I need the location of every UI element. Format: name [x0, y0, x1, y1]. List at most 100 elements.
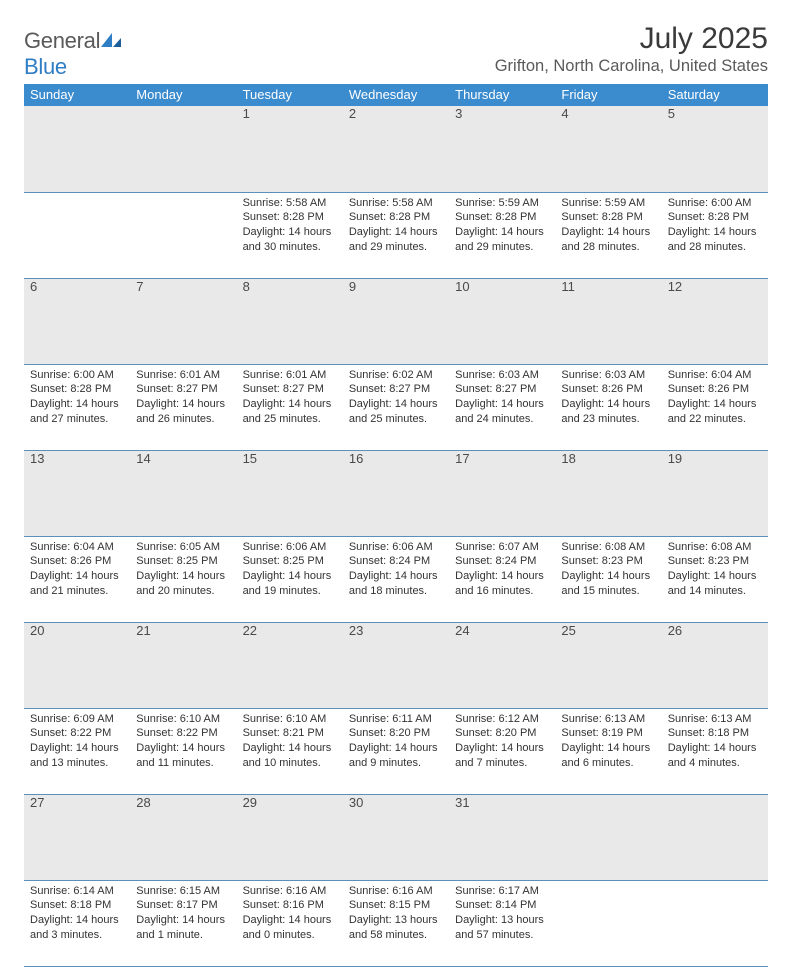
- day-detail-text: Sunrise: 6:00 AMSunset: 8:28 PMDaylight:…: [30, 365, 124, 427]
- day-detail-text: Sunrise: 6:16 AMSunset: 8:16 PMDaylight:…: [243, 881, 337, 943]
- day-cell: Sunrise: 6:06 AMSunset: 8:25 PMDaylight:…: [237, 536, 343, 622]
- day-number-cell: 3: [449, 106, 555, 192]
- day-number-cell: 5: [662, 106, 768, 192]
- day-number-cell: 21: [130, 622, 236, 708]
- day-number-cell: 6: [24, 278, 130, 364]
- day-number-row: 12345: [24, 106, 768, 192]
- brand-logo: GeneralBlue: [24, 22, 122, 80]
- day-detail-text: Sunrise: 6:11 AMSunset: 8:20 PMDaylight:…: [349, 709, 443, 771]
- day-cell: Sunrise: 5:58 AMSunset: 8:28 PMDaylight:…: [237, 192, 343, 278]
- day-number-cell: 17: [449, 450, 555, 536]
- day-number-cell: 19: [662, 450, 768, 536]
- day-cell: Sunrise: 6:10 AMSunset: 8:21 PMDaylight:…: [237, 708, 343, 794]
- col-thursday: Thursday: [449, 84, 555, 106]
- day-detail-text: Sunrise: 6:04 AMSunset: 8:26 PMDaylight:…: [668, 365, 762, 427]
- day-number-cell: 15: [237, 450, 343, 536]
- day-cell: Sunrise: 5:59 AMSunset: 8:28 PMDaylight:…: [449, 192, 555, 278]
- day-data-row: Sunrise: 6:04 AMSunset: 8:26 PMDaylight:…: [24, 536, 768, 622]
- day-detail-text: Sunrise: 6:02 AMSunset: 8:27 PMDaylight:…: [349, 365, 443, 427]
- day-detail-text: Sunrise: 6:03 AMSunset: 8:27 PMDaylight:…: [455, 365, 549, 427]
- day-number-row: 2728293031: [24, 794, 768, 880]
- col-tuesday: Tuesday: [237, 84, 343, 106]
- day-number-cell: 30: [343, 794, 449, 880]
- day-detail-text: Sunrise: 6:04 AMSunset: 8:26 PMDaylight:…: [30, 537, 124, 599]
- day-detail-text: Sunrise: 6:06 AMSunset: 8:24 PMDaylight:…: [349, 537, 443, 599]
- day-detail-text: Sunrise: 6:05 AMSunset: 8:25 PMDaylight:…: [136, 537, 230, 599]
- day-cell: Sunrise: 5:58 AMSunset: 8:28 PMDaylight:…: [343, 192, 449, 278]
- day-number-cell: 31: [449, 794, 555, 880]
- day-number-cell: 12: [662, 278, 768, 364]
- day-cell: Sunrise: 6:02 AMSunset: 8:27 PMDaylight:…: [343, 364, 449, 450]
- col-saturday: Saturday: [662, 84, 768, 106]
- day-detail-text: Sunrise: 6:00 AMSunset: 8:28 PMDaylight:…: [668, 193, 762, 255]
- day-cell: [24, 192, 130, 278]
- day-detail-text: Sunrise: 6:13 AMSunset: 8:19 PMDaylight:…: [561, 709, 655, 771]
- day-number-cell: 10: [449, 278, 555, 364]
- brand-part2: Blue: [24, 54, 67, 79]
- day-number-cell: 20: [24, 622, 130, 708]
- day-cell: Sunrise: 6:05 AMSunset: 8:25 PMDaylight:…: [130, 536, 236, 622]
- day-number-cell: 13: [24, 450, 130, 536]
- day-data-row: Sunrise: 6:00 AMSunset: 8:28 PMDaylight:…: [24, 364, 768, 450]
- day-detail-text: Sunrise: 6:09 AMSunset: 8:22 PMDaylight:…: [30, 709, 124, 771]
- day-number-row: 6789101112: [24, 278, 768, 364]
- day-detail-text: Sunrise: 6:01 AMSunset: 8:27 PMDaylight:…: [136, 365, 230, 427]
- brand-text: GeneralBlue: [24, 28, 122, 80]
- col-wednesday: Wednesday: [343, 84, 449, 106]
- day-cell: Sunrise: 6:11 AMSunset: 8:20 PMDaylight:…: [343, 708, 449, 794]
- day-detail-text: Sunrise: 6:10 AMSunset: 8:22 PMDaylight:…: [136, 709, 230, 771]
- day-cell: Sunrise: 6:00 AMSunset: 8:28 PMDaylight:…: [662, 192, 768, 278]
- day-data-row: Sunrise: 6:09 AMSunset: 8:22 PMDaylight:…: [24, 708, 768, 794]
- day-cell: Sunrise: 6:13 AMSunset: 8:19 PMDaylight:…: [555, 708, 661, 794]
- day-detail-text: Sunrise: 5:59 AMSunset: 8:28 PMDaylight:…: [455, 193, 549, 255]
- day-detail-text: Sunrise: 6:03 AMSunset: 8:26 PMDaylight:…: [561, 365, 655, 427]
- day-data-row: Sunrise: 6:14 AMSunset: 8:18 PMDaylight:…: [24, 880, 768, 966]
- day-number-cell: 28: [130, 794, 236, 880]
- day-number-cell: 9: [343, 278, 449, 364]
- day-detail-text: Sunrise: 6:10 AMSunset: 8:21 PMDaylight:…: [243, 709, 337, 771]
- day-number-cell: 29: [237, 794, 343, 880]
- day-number-cell: 26: [662, 622, 768, 708]
- title-block: July 2025 Grifton, North Carolina, Unite…: [495, 22, 768, 76]
- day-detail-text: Sunrise: 6:14 AMSunset: 8:18 PMDaylight:…: [30, 881, 124, 943]
- day-cell: Sunrise: 6:13 AMSunset: 8:18 PMDaylight:…: [662, 708, 768, 794]
- day-data-row: Sunrise: 5:58 AMSunset: 8:28 PMDaylight:…: [24, 192, 768, 278]
- day-detail-text: Sunrise: 6:12 AMSunset: 8:20 PMDaylight:…: [455, 709, 549, 771]
- brand-part1: General: [24, 28, 100, 53]
- day-number-cell: 8: [237, 278, 343, 364]
- day-number-cell: 24: [449, 622, 555, 708]
- day-detail-text: Sunrise: 5:58 AMSunset: 8:28 PMDaylight:…: [243, 193, 337, 255]
- day-number-cell: 7: [130, 278, 236, 364]
- month-title: July 2025: [495, 22, 768, 56]
- day-cell: Sunrise: 6:14 AMSunset: 8:18 PMDaylight:…: [24, 880, 130, 966]
- day-cell: Sunrise: 6:10 AMSunset: 8:22 PMDaylight:…: [130, 708, 236, 794]
- day-number-cell: 11: [555, 278, 661, 364]
- day-number-cell: [662, 794, 768, 880]
- day-cell: Sunrise: 6:12 AMSunset: 8:20 PMDaylight:…: [449, 708, 555, 794]
- day-cell: Sunrise: 6:16 AMSunset: 8:15 PMDaylight:…: [343, 880, 449, 966]
- day-cell: Sunrise: 6:08 AMSunset: 8:23 PMDaylight:…: [555, 536, 661, 622]
- day-number-cell: [555, 794, 661, 880]
- day-number-row: 20212223242526: [24, 622, 768, 708]
- col-sunday: Sunday: [24, 84, 130, 106]
- day-detail-text: Sunrise: 6:16 AMSunset: 8:15 PMDaylight:…: [349, 881, 443, 943]
- day-cell: Sunrise: 6:04 AMSunset: 8:26 PMDaylight:…: [24, 536, 130, 622]
- day-cell: Sunrise: 6:08 AMSunset: 8:23 PMDaylight:…: [662, 536, 768, 622]
- day-cell: [555, 880, 661, 966]
- page-header: GeneralBlue July 2025 Grifton, North Car…: [24, 22, 768, 80]
- day-cell: Sunrise: 6:16 AMSunset: 8:16 PMDaylight:…: [237, 880, 343, 966]
- day-detail-text: Sunrise: 6:15 AMSunset: 8:17 PMDaylight:…: [136, 881, 230, 943]
- day-cell: Sunrise: 6:03 AMSunset: 8:27 PMDaylight:…: [449, 364, 555, 450]
- location-text: Grifton, North Carolina, United States: [495, 57, 768, 76]
- day-number-cell: 1: [237, 106, 343, 192]
- day-number-cell: [130, 106, 236, 192]
- day-detail-text: Sunrise: 5:58 AMSunset: 8:28 PMDaylight:…: [349, 193, 443, 255]
- day-detail-text: Sunrise: 6:08 AMSunset: 8:23 PMDaylight:…: [668, 537, 762, 599]
- day-detail-text: Sunrise: 6:01 AMSunset: 8:27 PMDaylight:…: [243, 365, 337, 427]
- day-cell: Sunrise: 5:59 AMSunset: 8:28 PMDaylight:…: [555, 192, 661, 278]
- day-cell: Sunrise: 6:03 AMSunset: 8:26 PMDaylight:…: [555, 364, 661, 450]
- day-detail-text: Sunrise: 6:07 AMSunset: 8:24 PMDaylight:…: [455, 537, 549, 599]
- day-cell: [130, 192, 236, 278]
- calendar-body: 12345 Sunrise: 5:58 AMSunset: 8:28 PMDay…: [24, 106, 768, 966]
- day-header-row: Sunday Monday Tuesday Wednesday Thursday…: [24, 84, 768, 106]
